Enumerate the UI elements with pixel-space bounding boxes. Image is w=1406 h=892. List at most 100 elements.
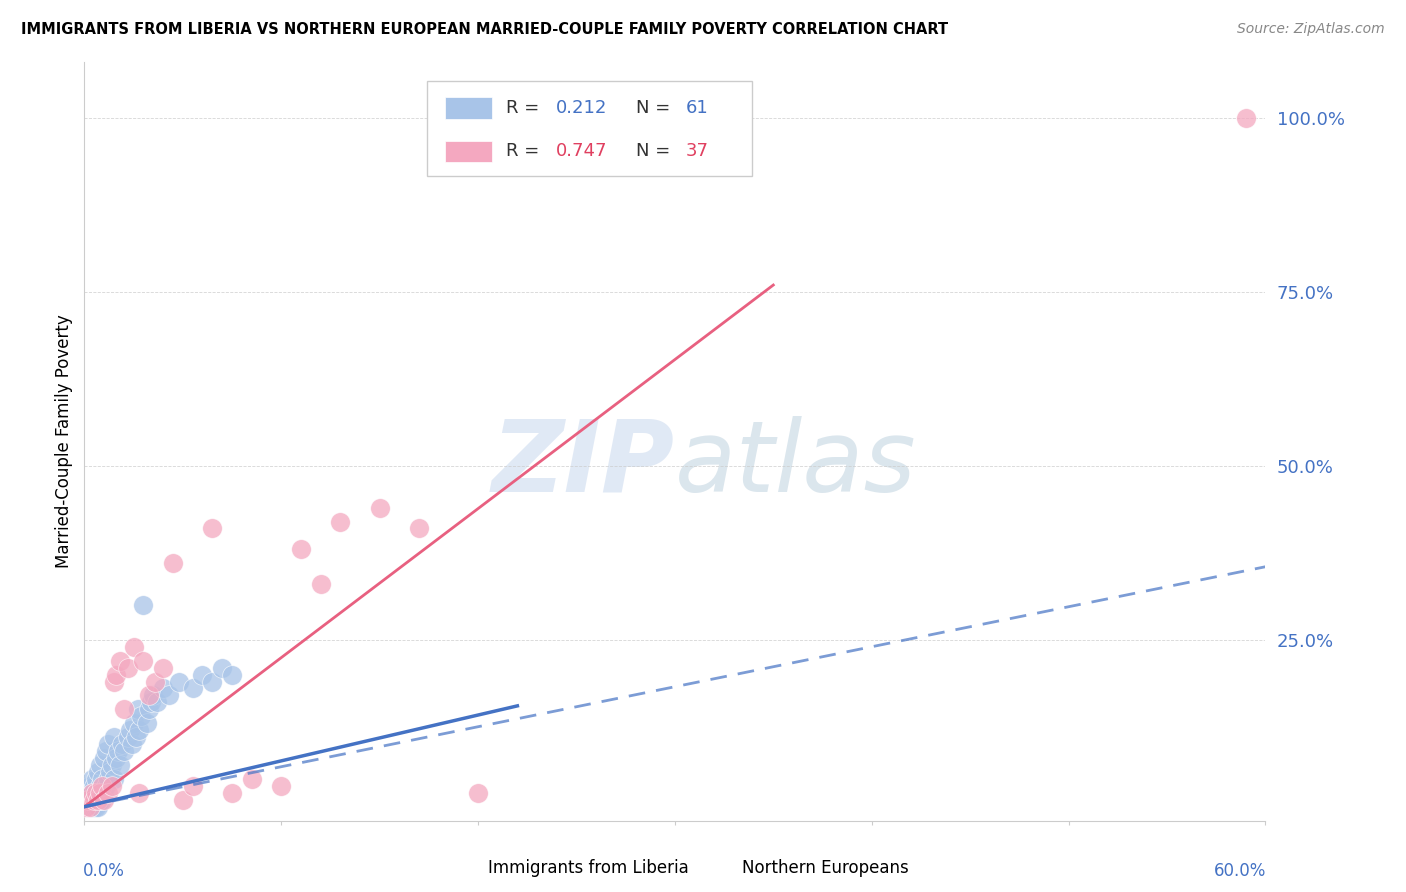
Point (162, 556, 184, 570)
Y-axis label: Married-Couple Family Poverty: Married-Couple Family Poverty (55, 315, 73, 568)
Point (152, 660, 174, 674)
Point (240, 772, 263, 786)
Text: Northern Europeans: Northern Europeans (742, 859, 908, 877)
Point (82, 786, 104, 800)
Text: 0.212: 0.212 (555, 99, 607, 117)
Point (146, 695, 169, 709)
Point (211, 660, 233, 674)
Point (181, 681, 204, 696)
Point (1234, 111, 1257, 125)
Point (84, 786, 107, 800)
Point (82, 786, 104, 800)
Point (408, 521, 430, 535)
Point (201, 674, 224, 689)
Point (124, 730, 146, 744)
Point (221, 786, 243, 800)
Point (112, 744, 135, 758)
Point (94, 779, 117, 793)
Text: N =: N = (636, 99, 676, 117)
Point (77, 799, 100, 814)
Point (75, 793, 97, 807)
Point (79, 779, 101, 793)
Point (97, 786, 120, 800)
FancyBboxPatch shape (444, 858, 482, 878)
Text: atlas: atlas (675, 416, 917, 513)
Point (87, 764, 110, 779)
Point (79, 793, 101, 807)
Point (89, 793, 111, 807)
FancyBboxPatch shape (427, 81, 752, 177)
Point (117, 660, 139, 674)
Point (83, 793, 105, 807)
Point (79, 799, 101, 814)
Point (128, 723, 150, 738)
Point (141, 695, 163, 709)
Text: R =: R = (506, 142, 546, 161)
Text: Immigrants from Liberia: Immigrants from Liberia (488, 859, 689, 877)
Point (290, 542, 312, 557)
Point (77, 793, 100, 807)
Point (84, 799, 107, 814)
Point (97, 737, 120, 751)
Point (172, 793, 194, 807)
Point (83, 779, 105, 793)
Point (138, 689, 160, 703)
Point (75, 799, 97, 814)
Point (101, 779, 124, 793)
Point (103, 772, 125, 786)
Point (191, 667, 214, 681)
Text: Source: ZipAtlas.com: Source: ZipAtlas.com (1237, 22, 1385, 37)
Point (368, 500, 391, 515)
Point (112, 702, 135, 716)
Text: 60.0%: 60.0% (1215, 863, 1267, 880)
Point (167, 674, 190, 689)
Point (87, 799, 110, 814)
Point (97, 772, 120, 786)
Point (93, 751, 115, 765)
Text: R =: R = (506, 99, 546, 117)
Point (121, 737, 143, 751)
Point (132, 654, 155, 668)
Point (181, 779, 204, 793)
Text: 0.0%: 0.0% (83, 863, 125, 880)
Point (89, 758, 111, 772)
Point (104, 751, 127, 765)
Point (136, 716, 159, 731)
Point (101, 758, 124, 772)
FancyBboxPatch shape (444, 141, 492, 161)
Text: 0.747: 0.747 (555, 142, 607, 161)
Text: 37: 37 (686, 142, 709, 161)
Point (91, 779, 114, 793)
Point (83, 793, 105, 807)
Point (77, 786, 100, 800)
Point (142, 689, 165, 703)
FancyBboxPatch shape (699, 858, 737, 878)
Point (128, 786, 150, 800)
Point (157, 689, 180, 703)
Point (87, 793, 110, 807)
Point (93, 786, 115, 800)
Point (270, 779, 292, 793)
Point (82, 772, 104, 786)
Point (104, 667, 127, 681)
Point (83, 799, 105, 814)
Point (467, 786, 489, 800)
Point (79, 799, 101, 814)
Point (103, 730, 125, 744)
Point (152, 681, 174, 696)
Point (111, 737, 134, 751)
FancyBboxPatch shape (444, 97, 492, 119)
Text: N =: N = (636, 142, 676, 161)
Point (93, 793, 115, 807)
Point (108, 758, 131, 772)
Point (118, 723, 141, 738)
Point (309, 577, 332, 591)
Point (122, 640, 145, 654)
Point (201, 521, 224, 535)
Point (91, 793, 114, 807)
Point (84, 793, 107, 807)
Point (84, 772, 107, 786)
Text: IMMIGRANTS FROM LIBERIA VS NORTHERN EUROPEAN MARRIED-COUPLE FAMILY POVERTY CORRE: IMMIGRANTS FROM LIBERIA VS NORTHERN EURO… (21, 22, 948, 37)
Point (87, 786, 110, 800)
Point (122, 716, 145, 731)
